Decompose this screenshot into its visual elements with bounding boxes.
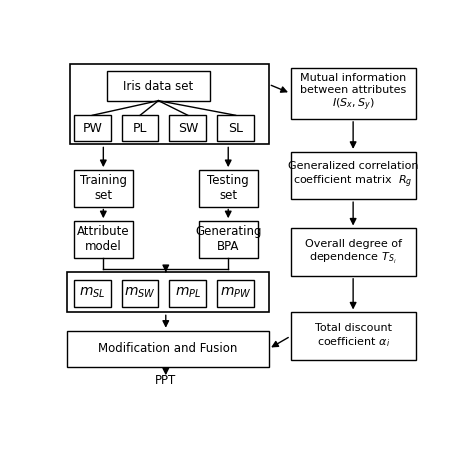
Text: Mutual information
between attributes
$I(S_x, S_y)$: Mutual information between attributes $I…: [300, 73, 406, 113]
Text: PL: PL: [133, 121, 147, 135]
FancyBboxPatch shape: [66, 331, 269, 367]
Text: $m_{PL}$: $m_{PL}$: [175, 286, 201, 301]
FancyBboxPatch shape: [199, 221, 258, 258]
FancyBboxPatch shape: [291, 228, 416, 276]
Text: Modification and Fusion: Modification and Fusion: [98, 342, 237, 356]
Text: Attribute
model: Attribute model: [77, 225, 130, 254]
FancyBboxPatch shape: [169, 280, 206, 307]
Text: $m_{SW}$: $m_{SW}$: [124, 286, 156, 301]
Text: SW: SW: [178, 121, 198, 135]
Text: Testing
set: Testing set: [207, 174, 249, 202]
FancyBboxPatch shape: [291, 312, 416, 360]
FancyBboxPatch shape: [122, 280, 158, 307]
FancyBboxPatch shape: [291, 152, 416, 199]
FancyBboxPatch shape: [122, 115, 158, 141]
Text: Total discount
coefficient $\alpha_i$: Total discount coefficient $\alpha_i$: [315, 323, 392, 349]
FancyBboxPatch shape: [74, 115, 110, 141]
FancyBboxPatch shape: [74, 221, 133, 258]
Text: PPT: PPT: [155, 374, 176, 387]
Text: Overall degree of
dependence $T_{S_i}$: Overall degree of dependence $T_{S_i}$: [305, 238, 401, 265]
FancyBboxPatch shape: [74, 280, 110, 307]
Text: $m_{SL}$: $m_{SL}$: [79, 286, 106, 301]
Text: Generating
BPA: Generating BPA: [195, 225, 262, 254]
FancyBboxPatch shape: [291, 68, 416, 119]
FancyBboxPatch shape: [74, 170, 133, 207]
FancyBboxPatch shape: [199, 170, 258, 207]
Text: Training
set: Training set: [80, 174, 127, 202]
FancyBboxPatch shape: [66, 272, 269, 312]
Text: PW: PW: [82, 121, 102, 135]
Text: Iris data set: Iris data set: [123, 80, 193, 92]
FancyBboxPatch shape: [70, 64, 269, 145]
Text: $m_{PW}$: $m_{PW}$: [220, 286, 251, 301]
Text: Generalized correlation
coefficient matrix  $R_g$: Generalized correlation coefficient matr…: [288, 161, 419, 190]
FancyBboxPatch shape: [107, 72, 210, 100]
FancyBboxPatch shape: [217, 280, 254, 307]
Text: SL: SL: [228, 121, 243, 135]
FancyBboxPatch shape: [217, 115, 254, 141]
FancyBboxPatch shape: [169, 115, 206, 141]
